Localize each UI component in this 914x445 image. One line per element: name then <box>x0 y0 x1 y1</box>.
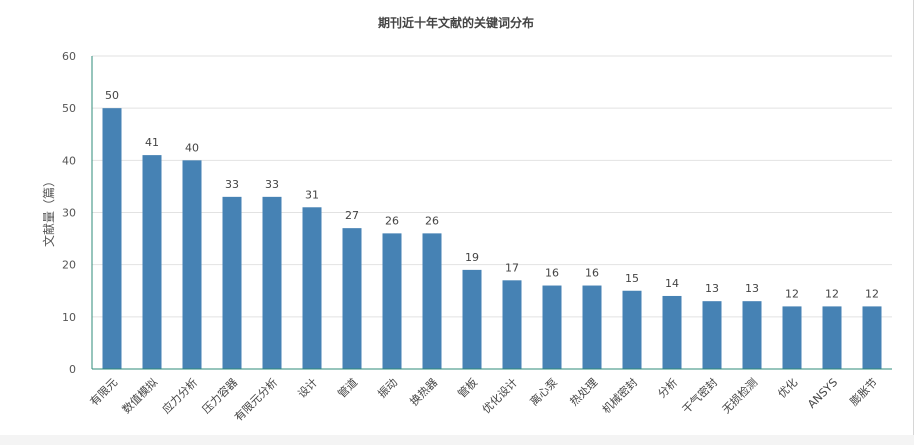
y-tick-label: 10 <box>62 311 76 324</box>
y-tick-label: 40 <box>62 154 76 167</box>
bar <box>822 306 842 369</box>
data-label: 31 <box>305 188 319 201</box>
x-tick-label: ANSYS <box>805 376 840 411</box>
x-tick-label: 干气密封 <box>679 375 720 416</box>
y-axis-ticks: 0 10 20 30 40 50 60 <box>62 50 76 376</box>
x-tick-label: 优化 <box>775 375 800 400</box>
bar <box>702 301 722 369</box>
data-label: 40 <box>185 141 199 154</box>
bar <box>502 280 522 369</box>
data-label: 27 <box>345 209 359 222</box>
bar <box>262 196 282 369</box>
y-axis-label: 文献量（篇） <box>41 175 56 247</box>
bar <box>862 306 882 369</box>
bar <box>102 108 122 370</box>
bar <box>582 285 602 369</box>
bottom-strip <box>0 435 914 445</box>
data-label: 33 <box>265 178 279 191</box>
bar <box>622 290 642 369</box>
bar <box>742 301 762 369</box>
bar <box>542 285 562 369</box>
data-label: 33 <box>225 178 239 191</box>
bar <box>422 233 442 369</box>
data-label: 16 <box>545 267 559 280</box>
bar <box>462 269 482 369</box>
x-tick-label: 应力分析 <box>159 375 200 416</box>
x-tick-label: 换热器 <box>407 375 440 408</box>
data-label: 13 <box>745 282 759 295</box>
data-label: 16 <box>585 267 599 280</box>
data-label: 50 <box>105 89 119 102</box>
y-tick-label: 0 <box>69 363 76 376</box>
data-label: 12 <box>825 287 839 300</box>
data-label: 26 <box>385 214 399 227</box>
x-tick-label: 有限元 <box>87 375 120 408</box>
x-tick-label: 无损检测 <box>719 375 760 416</box>
bars <box>102 108 882 370</box>
x-tick-label: 振动 <box>375 375 400 400</box>
data-label: 41 <box>145 136 159 149</box>
y-tick-label: 50 <box>62 102 76 115</box>
bar <box>222 196 242 369</box>
bar <box>302 207 322 369</box>
x-tick-label: 热处理 <box>568 376 601 409</box>
data-label: 12 <box>785 287 799 300</box>
x-tick-label: 管道 <box>335 375 360 400</box>
data-label: 26 <box>425 214 439 227</box>
y-tick-label: 20 <box>62 259 76 272</box>
bar <box>662 295 682 369</box>
data-label: 15 <box>625 272 639 285</box>
x-tick-label: 管板 <box>455 375 480 400</box>
x-tick-label: 压力容器 <box>199 375 240 416</box>
y-tick-label: 30 <box>62 207 76 220</box>
bar <box>782 306 802 369</box>
x-tick-label: 设计 <box>295 376 320 401</box>
bar <box>142 155 162 369</box>
data-label: 14 <box>665 277 679 290</box>
x-tick-label: 优化设计 <box>479 375 520 416</box>
chart-title: 期刊近十年文献的关键词分布 <box>378 15 534 30</box>
x-tick-label: 机械密封 <box>599 375 640 416</box>
x-tick-label: 膨胀节 <box>847 375 880 408</box>
data-label: 12 <box>865 287 879 300</box>
data-label: 17 <box>505 261 519 274</box>
bar <box>342 228 362 369</box>
x-tick-label: 数值模拟 <box>119 375 160 416</box>
x-tick-label: 有限元分析 <box>231 375 280 424</box>
data-label: 19 <box>465 251 479 264</box>
x-tick-label: 分析 <box>655 375 680 400</box>
y-tick-label: 60 <box>62 50 76 63</box>
data-label: 13 <box>705 282 719 295</box>
gridlines <box>92 55 892 318</box>
bar <box>382 233 402 369</box>
x-tick-label: 离心泵 <box>527 375 560 408</box>
bar <box>182 160 202 369</box>
data-labels: 50 41 40 33 33 31 27 26 26 19 17 16 16 15 14 13 13 12 12 12 <box>105 89 879 300</box>
